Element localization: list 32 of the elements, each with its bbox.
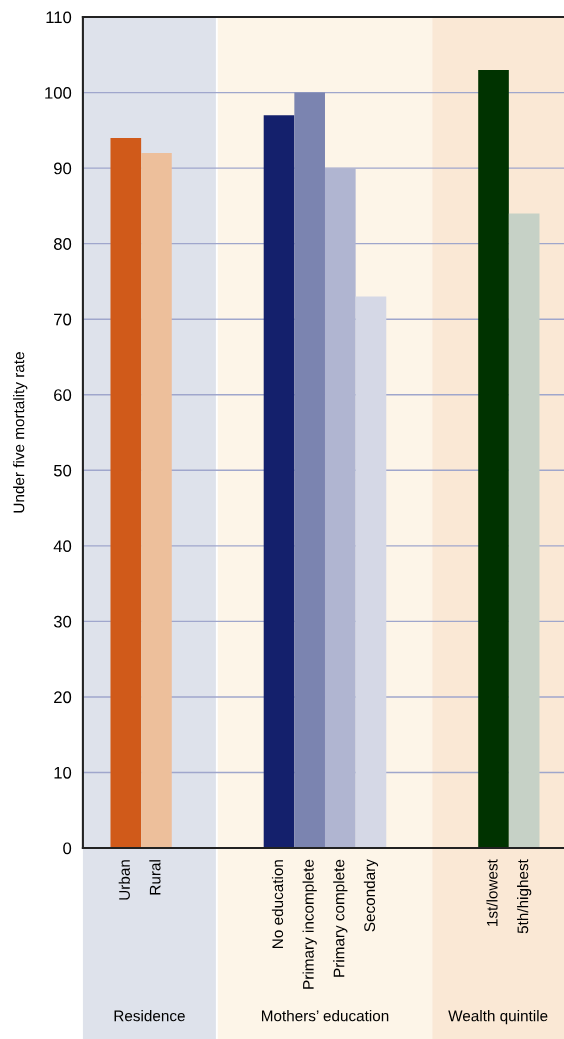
y-tick-label: 50 bbox=[53, 464, 72, 477]
y-tick-label: 70 bbox=[54, 313, 72, 326]
y-tick-label: 60 bbox=[54, 389, 72, 401]
x-tick-label: Rural bbox=[149, 860, 161, 895]
y-tick-label: 90 bbox=[54, 162, 72, 175]
bar bbox=[110, 137, 142, 849]
text: Mothers’ education bbox=[261, 1010, 389, 1022]
x-tick-label: 5th/highest bbox=[517, 859, 532, 934]
y-tick-label: 20 bbox=[54, 691, 72, 704]
bar bbox=[508, 213, 540, 849]
bar bbox=[263, 115, 295, 849]
x-tick-label: Primary incomplete bbox=[302, 859, 317, 989]
bar bbox=[294, 92, 325, 849]
y-tick-label: 30 bbox=[53, 615, 72, 628]
x-tick-label: Secondary bbox=[363, 859, 379, 932]
y-tick-label: 100 bbox=[45, 86, 72, 99]
y-tick-label: 10 bbox=[54, 766, 72, 779]
y-axis-title: Under five mortality rate bbox=[13, 352, 28, 513]
x-tick-label: No education bbox=[271, 860, 284, 948]
x-tick-label: 1st/lowest bbox=[486, 859, 498, 926]
text: Residence bbox=[114, 1010, 185, 1022]
x-tick-label: Urban bbox=[118, 860, 130, 900]
y-tick-label: 80 bbox=[53, 238, 72, 250]
bar bbox=[324, 168, 356, 849]
bar bbox=[141, 153, 172, 849]
y-tick-label: 110 bbox=[46, 11, 72, 24]
y-tick-label: 0 bbox=[63, 842, 72, 855]
y-tick-label: 40 bbox=[53, 540, 72, 553]
bar bbox=[478, 69, 509, 849]
bar bbox=[355, 296, 387, 849]
x-tick-label: Primary complete bbox=[333, 859, 348, 977]
text: Wealth quintile bbox=[448, 1010, 548, 1025]
